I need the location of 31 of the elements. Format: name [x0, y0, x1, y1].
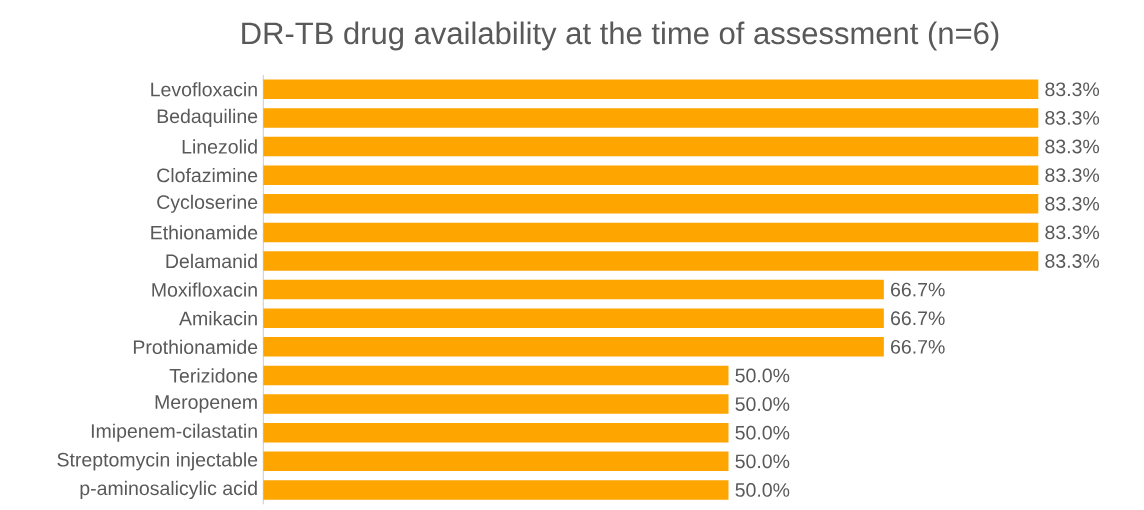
y-tick-label: Delamanid — [166, 253, 257, 269]
y-tick-label: Bedaquiline — [157, 108, 258, 127]
data-label: 50.0% — [735, 454, 790, 469]
y-tick-label: Prothionamide — [133, 339, 258, 355]
data-label: 83.3% — [1045, 111, 1100, 125]
data-label: 50.0% — [735, 483, 790, 497]
y-tick-label: Ethionamide — [151, 225, 258, 240]
data-label: 66.7% — [891, 311, 945, 326]
data-label: 50.0% — [735, 425, 790, 440]
data-label: 66.7% — [891, 339, 945, 354]
y-tick-label: Levofloxacin — [151, 82, 257, 97]
data-label: 66.7% — [891, 282, 945, 297]
data-label: 83.3% — [1045, 139, 1100, 154]
y-tick-label: Streptomycin injectable — [57, 452, 258, 471]
y-tick-label: Linezolid — [182, 139, 257, 154]
data-label: 83.3% — [1045, 254, 1100, 268]
data-label: 83.3% — [1045, 82, 1100, 97]
data-label: 50.0% — [735, 368, 790, 383]
data-label: 83.3% — [1045, 196, 1100, 211]
data-label: 83.3% — [1045, 225, 1100, 240]
y-tick-label: Cycloserine — [157, 194, 258, 213]
y-tick-label: Imipenem-cilastatin — [91, 423, 257, 442]
y-tick-label: Moxifloxacin — [152, 282, 257, 297]
y-tick-label: p-aminosalicylic acid — [80, 480, 257, 500]
data-label: 83.3% — [1045, 168, 1100, 183]
data-label: 50.0% — [735, 397, 790, 411]
y-tick-label: Amikacin — [179, 311, 257, 326]
chart-title: DR-TB drug availability at the time of assessment (n=6) — [242, 21, 999, 51]
y-tick-label: Meropenem — [155, 395, 257, 413]
y-tick-label: Clofazimine — [157, 167, 258, 183]
y-tick-label: Terizidone — [169, 368, 258, 383]
